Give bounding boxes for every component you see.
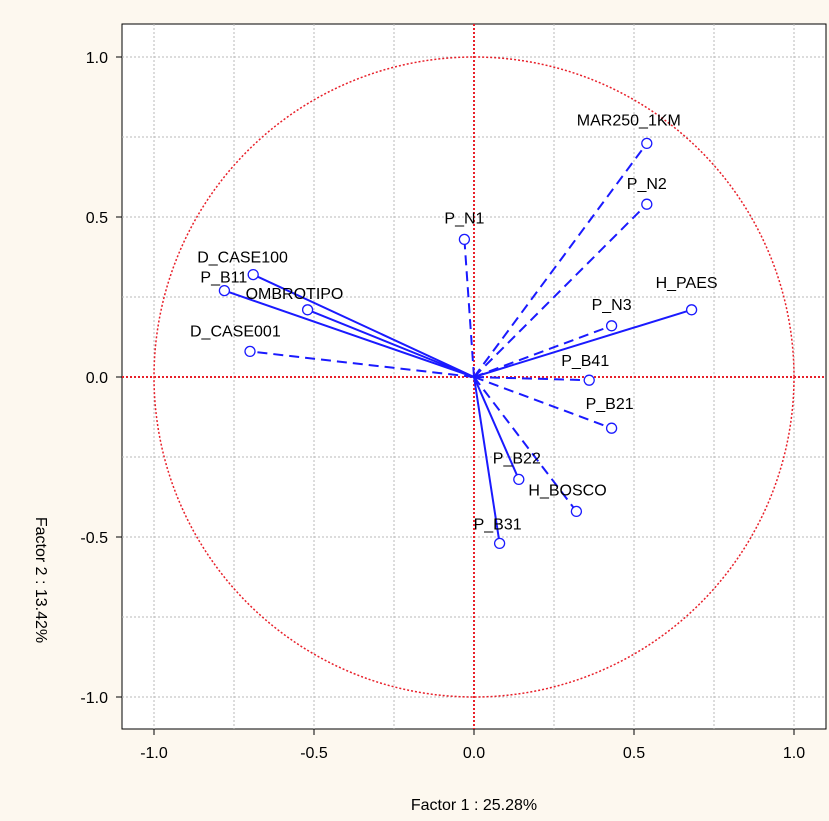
vector-p_b21 bbox=[473, 376, 612, 430]
y-tick-label: -1.0 bbox=[80, 690, 108, 707]
point-label-mar250_1km: MAR250_1KM bbox=[577, 112, 681, 129]
vector-ombrotipo bbox=[307, 308, 475, 378]
x-tick-label: 0.0 bbox=[463, 745, 485, 762]
x-tick-label: -0.5 bbox=[300, 745, 328, 762]
vector-p_n1 bbox=[463, 239, 475, 378]
point-label-d_case001: D_CASE001 bbox=[190, 323, 281, 340]
vector-h_paes bbox=[473, 308, 692, 378]
marker-p_b22 bbox=[513, 473, 525, 486]
point-label-p_b11: P_B11 bbox=[200, 270, 247, 287]
marker-d_case001 bbox=[244, 345, 256, 358]
point-label-h_bosco: H_BOSCO bbox=[528, 482, 606, 499]
marker-p_b11 bbox=[218, 284, 231, 297]
vector-p_b22 bbox=[473, 376, 520, 480]
y-tick-label: 1.0 bbox=[86, 50, 108, 67]
y-tick-label: 0.0 bbox=[86, 370, 108, 387]
x-axis-title: Factor 1 : 25.28% bbox=[411, 797, 537, 814]
x-tick-labels: -1.0 -0.5 0.0 0.5 1.0 bbox=[140, 729, 805, 762]
point-label-p_b31: P_B31 bbox=[474, 516, 522, 533]
vector-mar250_1km bbox=[473, 142, 648, 378]
vector-h_bosco bbox=[473, 376, 578, 513]
marker-p_b41 bbox=[583, 374, 595, 386]
y-tick-labels: 1.0 0.5 0.0 -0.5 -1.0 bbox=[80, 50, 122, 707]
point-label-p_b21: P_B21 bbox=[586, 396, 634, 413]
point-label-d_case100: D_CASE100 bbox=[197, 250, 288, 267]
marker-mar250_1km bbox=[641, 137, 653, 150]
vector-p_n2 bbox=[473, 203, 648, 378]
markers bbox=[218, 137, 698, 550]
point-labels: MAR250_1KM P_N2 P_N1 D_CASE100 P_B11OMBROTIP… bbox=[190, 112, 718, 533]
vector-p_b11 bbox=[224, 289, 475, 378]
marker-ombrotipo bbox=[301, 304, 314, 316]
y-tick-label: 0.5 bbox=[86, 210, 108, 227]
vectors bbox=[224, 142, 692, 544]
point-label-p_n1: P_N1 bbox=[444, 210, 484, 227]
marker-p_n3 bbox=[605, 320, 618, 332]
marker-h_bosco bbox=[570, 505, 583, 518]
point-label-h_paes: H_PAES bbox=[656, 275, 718, 292]
point-label-p_n2: P_N2 bbox=[627, 176, 667, 193]
y-axis-title: Factor 2 : 13.42% bbox=[32, 517, 49, 643]
point-label-p_b22: P_B22 bbox=[493, 450, 541, 467]
marker-p_b21 bbox=[605, 422, 618, 434]
marker-h_paes bbox=[685, 304, 698, 316]
marker-p_n2 bbox=[641, 198, 653, 210]
vector-d_case100 bbox=[252, 273, 475, 378]
marker-d_case100 bbox=[247, 268, 259, 281]
marker-p_n1 bbox=[458, 233, 471, 246]
vector-p_b31 bbox=[473, 376, 501, 544]
x-tick-label: -1.0 bbox=[140, 745, 168, 762]
x-tick-label: 1.0 bbox=[783, 745, 805, 762]
vector-p_b41 bbox=[473, 376, 590, 382]
vector-p_n3 bbox=[473, 324, 612, 378]
y-tick-label: -0.5 bbox=[80, 530, 108, 547]
marker-p_b31 bbox=[493, 537, 506, 550]
point-label-p_n3: P_N3 bbox=[592, 297, 632, 314]
point-label-p_b41: P_B41 bbox=[561, 353, 609, 370]
point-label-ombrotipo: OMBROTIPO bbox=[246, 286, 344, 303]
x-tick-label: 0.5 bbox=[623, 745, 645, 762]
vector-d_case001 bbox=[249, 350, 475, 378]
